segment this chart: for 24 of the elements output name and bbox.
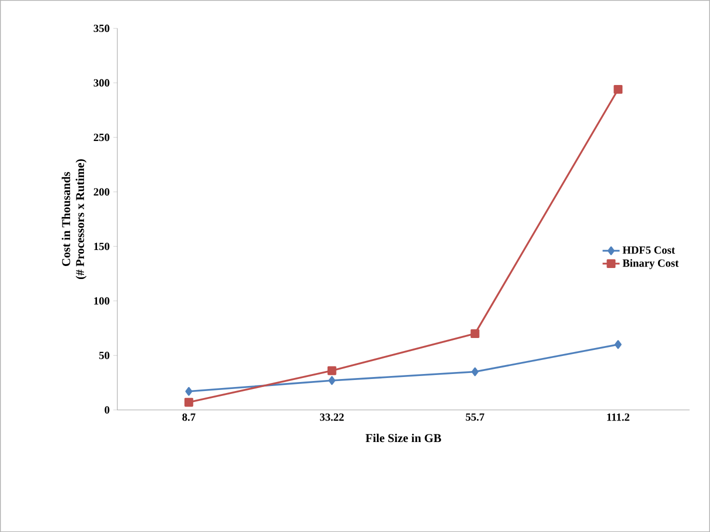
legend-label: HDF5 Cost [622,246,676,254]
y-tick-label: 250 [94,134,110,141]
point [471,367,479,376]
x-tick-label: 55.7 [466,413,484,421]
x-axis-title: File Size in GB [366,434,442,442]
point [614,84,622,94]
y-tick-label: 350 [94,24,110,32]
y-axis-title: Cost in Thousands (# Processors x Rutime) [62,159,87,279]
point [328,376,336,385]
y-tick-label: 50 [99,352,110,360]
point [185,386,192,396]
y-tick-label: 100 [94,297,110,305]
x-tick-label: 33.22 [320,413,344,421]
point [184,398,194,407]
point [328,366,336,375]
y-tick-label: 150 [94,242,110,250]
point [470,329,480,338]
point [614,340,622,349]
x-tick-label: 8.7 [182,413,196,421]
y-tick-label: 0 [104,406,110,414]
x-tick-label: 111.2 [607,413,630,421]
y-tick-label: 300 [94,79,110,86]
legend-label: Binary Cost [622,259,679,269]
y-tick-label: 200 [94,188,110,196]
